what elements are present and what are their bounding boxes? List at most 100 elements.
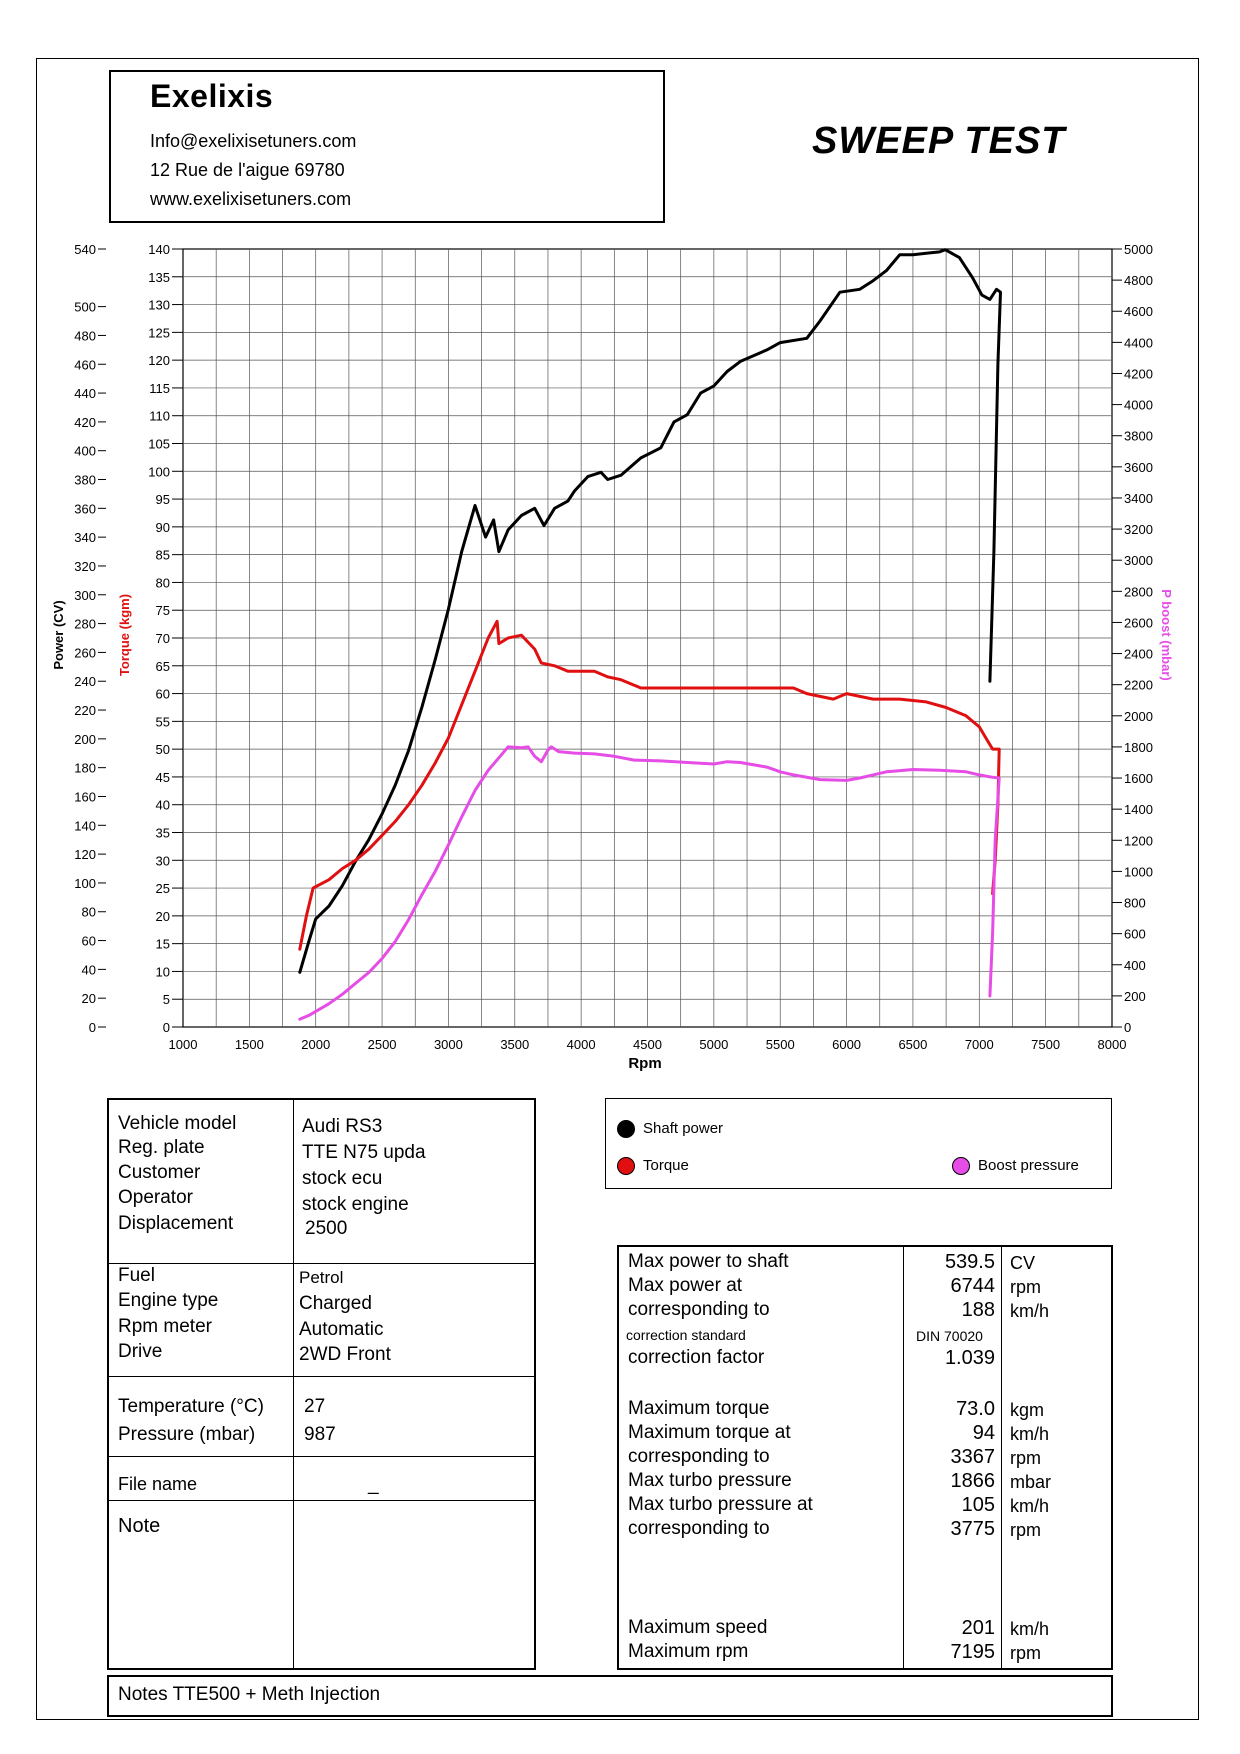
torque-tick-label: 115 <box>149 381 170 396</box>
boost-tick-label: 4400 <box>1124 335 1153 350</box>
torque-tick-label: 100 <box>148 464 170 479</box>
power-tick-label: 300 <box>74 588 96 603</box>
correction-factor-value: 1.039 <box>944 1347 995 1369</box>
torque-tick-label: 105 <box>148 437 170 452</box>
x-tick-label: 5000 <box>699 1037 728 1052</box>
contact-website: www.exelixisetuners.com <box>150 189 352 209</box>
correction-standard-label: correction standard <box>626 1327 746 1343</box>
torque-tick-label: 110 <box>149 409 170 424</box>
torque-tick-label: 55 <box>156 714 170 729</box>
result-label: Maximum torque <box>628 1398 770 1419</box>
x-tick-label: 2500 <box>368 1037 397 1052</box>
result-value: 1866 <box>950 1470 996 1492</box>
torque-tick-label: 20 <box>156 909 170 924</box>
vehicle-table-divider <box>293 1098 294 1670</box>
torque-tick-label: 15 <box>156 937 170 952</box>
result-value: 188 <box>961 1299 995 1321</box>
boost-tick-label: 1600 <box>1124 771 1153 786</box>
torque-axis-label: Torque (kgm) <box>117 594 132 676</box>
note-label: Note <box>118 1515 161 1537</box>
torque-tick-label: 95 <box>156 492 170 507</box>
results-divider <box>903 1245 904 1670</box>
result-unit: km/h <box>1010 1496 1050 1516</box>
result-unit: km/h <box>1010 1301 1050 1321</box>
vehicle-table-row-line <box>107 1456 536 1457</box>
x-tick-label: 1500 <box>235 1037 264 1052</box>
power-tick-label: 20 <box>82 991 96 1006</box>
result-value: 539.5 <box>944 1251 995 1273</box>
torque-tick-label: 30 <box>156 853 170 868</box>
torque-tick-label: 35 <box>156 826 170 841</box>
power-tick-label: 120 <box>74 847 96 862</box>
boost-tick-label: 200 <box>1124 989 1146 1004</box>
result-unit: km/h <box>1010 1424 1050 1444</box>
vehicle-info-table <box>107 1098 536 1670</box>
power-tick-label: 220 <box>74 703 96 718</box>
boost-axis-label: P boost (mbar) <box>1159 589 1174 681</box>
torque-tick-label: 50 <box>156 742 170 757</box>
vehicle-field-value: TTE N75 upda <box>302 1142 426 1163</box>
result-unit: rpm <box>1010 1448 1041 1468</box>
engine-field-value: 2WD Front <box>299 1344 391 1365</box>
torque-tick-label: 90 <box>156 520 170 535</box>
boost-legend-label: Boost pressure <box>978 1157 1079 1174</box>
boost-tick-label: 4800 <box>1124 273 1153 288</box>
temperature-value: 27 <box>304 1396 326 1417</box>
torque-tick-label: 135 <box>148 270 170 285</box>
power-tick-label: 540 <box>74 242 96 257</box>
boost-tick-label: 2400 <box>1124 647 1153 662</box>
x-tick-label: 5500 <box>766 1037 795 1052</box>
engine-field-label: Fuel <box>118 1265 155 1286</box>
x-tick-label: 7000 <box>965 1037 994 1052</box>
power-tick-label: 240 <box>74 674 96 689</box>
boost-legend-dot <box>952 1157 970 1175</box>
power-tick-label: 100 <box>74 876 96 891</box>
result-label: corresponding to <box>628 1518 770 1539</box>
result-value: 3367 <box>950 1446 996 1468</box>
x-axis-label: Rpm <box>628 1055 661 1072</box>
vehicle-table-row-line <box>107 1500 536 1501</box>
power-tick-label: 0 <box>89 1020 96 1035</box>
header-box <box>109 70 665 223</box>
boost-tick-label: 2600 <box>1124 615 1153 630</box>
dyno-chart: 1000 1500 2000 2500 3000 3500 4000 4500 5000 5500… <box>51 242 1174 1072</box>
result-value: 6744 <box>950 1275 996 1297</box>
result-label: Maximum torque at <box>628 1422 791 1443</box>
torque-tick-label: 140 <box>148 242 170 257</box>
torque-tick-label: 120 <box>148 353 170 368</box>
boost-tick-label: 1200 <box>1124 833 1153 848</box>
result-unit: rpm <box>1010 1643 1041 1663</box>
engine-field-value: Charged <box>299 1293 372 1314</box>
file-name-label: File name <box>118 1474 198 1494</box>
torque-tick-label: 125 <box>148 325 170 340</box>
results-divider <box>1001 1245 1002 1670</box>
result-label: Max turbo pressure <box>628 1470 792 1491</box>
power-tick-label: 40 <box>82 962 96 977</box>
result-label: Maximum speed <box>628 1617 768 1638</box>
result-value: 105 <box>961 1494 995 1516</box>
page-frame <box>36 58 1199 1720</box>
torque-tick-label: 45 <box>156 770 170 785</box>
file-name-value: _ <box>368 1474 379 1495</box>
temperature-label: Temperature (°C) <box>118 1396 264 1417</box>
boost-tick-label: 2800 <box>1124 584 1153 599</box>
chart-series <box>298 248 1002 1021</box>
correction-factor-label: correction factor <box>628 1347 765 1368</box>
notes-box <box>107 1675 1113 1717</box>
power-tick-label: 180 <box>74 761 96 776</box>
boost-tick-label: 0 <box>1124 1020 1131 1035</box>
boost-tick-label: 3200 <box>1124 522 1153 537</box>
vehicle-field-label: Reg. plate <box>118 1137 205 1158</box>
torque-tick-label: 80 <box>156 575 170 590</box>
boost-tick-label: 3400 <box>1124 491 1153 506</box>
power-tick-label: 80 <box>82 905 96 920</box>
engine-field-label: Engine type <box>118 1290 219 1311</box>
engine-field-value: Automatic <box>299 1319 384 1340</box>
boost-tick-label: 800 <box>1124 896 1146 911</box>
result-label: Max power to shaft <box>628 1251 789 1272</box>
power-tick-label: 500 <box>74 300 96 315</box>
shaft-power-legend-label: Shaft power <box>643 1120 724 1137</box>
result-unit: kgm <box>1010 1400 1045 1420</box>
x-tick-label: 6000 <box>832 1037 861 1052</box>
correction-standard-value: DIN 70020 <box>916 1328 983 1344</box>
